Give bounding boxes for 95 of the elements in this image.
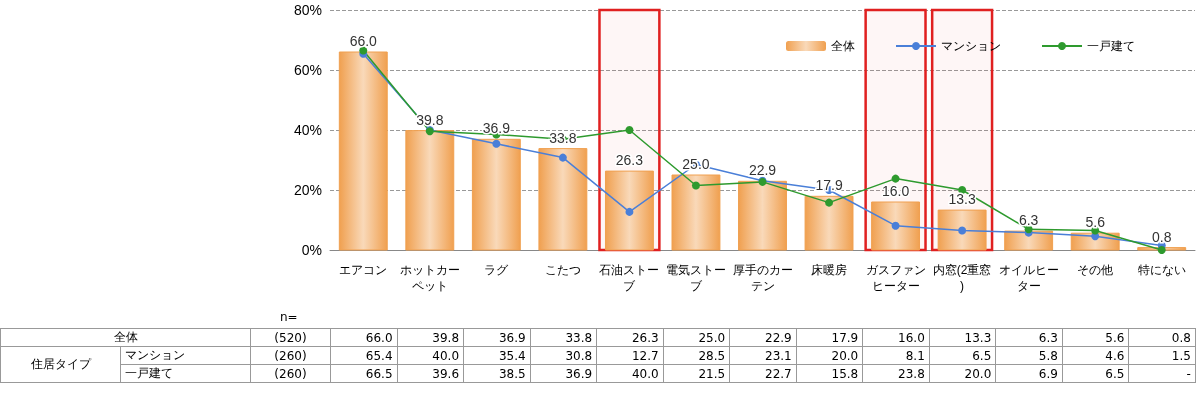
y-tick-label: 40% xyxy=(293,122,322,138)
data-label: 38.5 xyxy=(463,364,531,383)
data-label: 15.8 xyxy=(796,364,863,383)
point xyxy=(492,139,501,148)
text: 66.0 xyxy=(349,33,377,49)
data-label: 0.8 xyxy=(1128,328,1196,347)
text: 22.9 xyxy=(748,162,777,179)
data-label: 66.5 xyxy=(330,364,398,383)
data-label: 21.5 xyxy=(663,364,730,383)
data-label: 13.3 xyxy=(929,328,996,347)
text: 住居タイプ xyxy=(0,346,121,383)
text: 6.3 xyxy=(1018,212,1039,229)
text: 26.3 xyxy=(615,152,644,169)
bar xyxy=(738,180,787,251)
x-tick-label: オイルヒーター xyxy=(998,263,1059,293)
point xyxy=(625,126,634,134)
data-label: 36.9 xyxy=(530,364,597,383)
point xyxy=(691,181,700,190)
bar xyxy=(338,51,388,251)
point xyxy=(891,174,900,183)
data-label: 4.6 xyxy=(1062,346,1129,365)
y-tick-label: 0% xyxy=(301,242,322,258)
data-label: 5.6 xyxy=(1062,328,1129,347)
text: 一戸建て xyxy=(125,366,173,380)
data-label: 36.9 xyxy=(463,328,531,347)
data-label: 1.5 xyxy=(1128,346,1196,365)
x-tick-label: 内窓(2重窓) xyxy=(932,263,992,293)
x-tick-label: ホットカーペット xyxy=(399,263,460,293)
y-tick-label: 20% xyxy=(293,182,322,198)
point xyxy=(1157,246,1166,254)
data-label: 6.5 xyxy=(929,346,996,365)
data-label: 20.0 xyxy=(796,346,863,365)
bar xyxy=(804,195,854,251)
text: (260) xyxy=(250,346,331,365)
x-tick-label: ラグ xyxy=(484,263,510,277)
text: (520) xyxy=(250,328,331,347)
data-label: 26.3 xyxy=(596,328,664,347)
x-tick-label: 石油ストーブ xyxy=(599,263,660,293)
data-label: 33.8 xyxy=(530,328,597,347)
data-label: 40.0 xyxy=(397,346,464,365)
data-label: 40.0 xyxy=(596,364,664,383)
data-label: 66.0 xyxy=(330,328,398,347)
x-tick-label: 特にない xyxy=(1137,263,1186,277)
text: 5.6 xyxy=(1085,214,1105,231)
data-label: 6.9 xyxy=(995,364,1063,383)
point xyxy=(825,198,834,207)
text: 13.3 xyxy=(948,191,976,208)
data-label: 22.9 xyxy=(729,328,797,347)
data-label: 17.9 xyxy=(796,328,863,347)
bar xyxy=(937,209,987,251)
data-label: 65.4 xyxy=(330,346,398,365)
data-label: 8.1 xyxy=(862,346,930,365)
point xyxy=(958,226,967,235)
data-label: 25.0 xyxy=(663,328,730,347)
text: 全体 xyxy=(113,330,138,344)
x-tick-label: その他 xyxy=(1077,263,1114,277)
data-label: 22.7 xyxy=(729,364,797,383)
x-tick-label: ガスファンヒーター xyxy=(865,263,926,293)
x-tick-label: 電気ストーブ xyxy=(665,263,726,293)
data-label: 39.6 xyxy=(397,364,464,383)
legend-label: 全体 xyxy=(831,39,855,53)
text: n= xyxy=(280,310,298,324)
text: 0.8 xyxy=(1152,228,1172,245)
data-label: 28.5 xyxy=(663,346,730,365)
point xyxy=(891,221,900,230)
x-tick-label: こたつ xyxy=(544,263,581,277)
data-label: 39.8 xyxy=(397,328,464,347)
text: (260) xyxy=(250,364,331,383)
data-label: 5.8 xyxy=(995,346,1063,365)
data-label: 30.8 xyxy=(530,346,597,365)
y-tick-label: 80% xyxy=(293,2,322,18)
point xyxy=(558,153,567,162)
x-tick-label: 床暖房 xyxy=(811,263,848,277)
bar xyxy=(871,201,921,251)
bar xyxy=(671,174,721,251)
y-tick-label: 60% xyxy=(293,62,322,78)
legend-label: 一戸建て xyxy=(1087,39,1135,53)
text: 36.9 xyxy=(482,120,510,137)
point xyxy=(625,207,634,216)
data-label: - xyxy=(1128,364,1196,383)
bar xyxy=(538,148,588,251)
data-label: 23.8 xyxy=(862,364,930,383)
text: 16.0 xyxy=(881,183,910,199)
bar xyxy=(405,130,455,251)
x-tick-label: 厚手のカーテン xyxy=(732,263,793,293)
text: マンション xyxy=(125,348,185,362)
data-label: 12.7 xyxy=(596,346,664,365)
x-tick-label: エアコン xyxy=(339,263,388,277)
data-label: 6.5 xyxy=(1062,364,1129,383)
data-label: 6.3 xyxy=(995,328,1063,347)
data-label: 16.0 xyxy=(862,328,930,347)
data-label: 20.0 xyxy=(929,364,996,383)
data-label: 23.1 xyxy=(729,346,797,365)
bar xyxy=(471,138,521,251)
data-label: 35.4 xyxy=(463,346,531,365)
